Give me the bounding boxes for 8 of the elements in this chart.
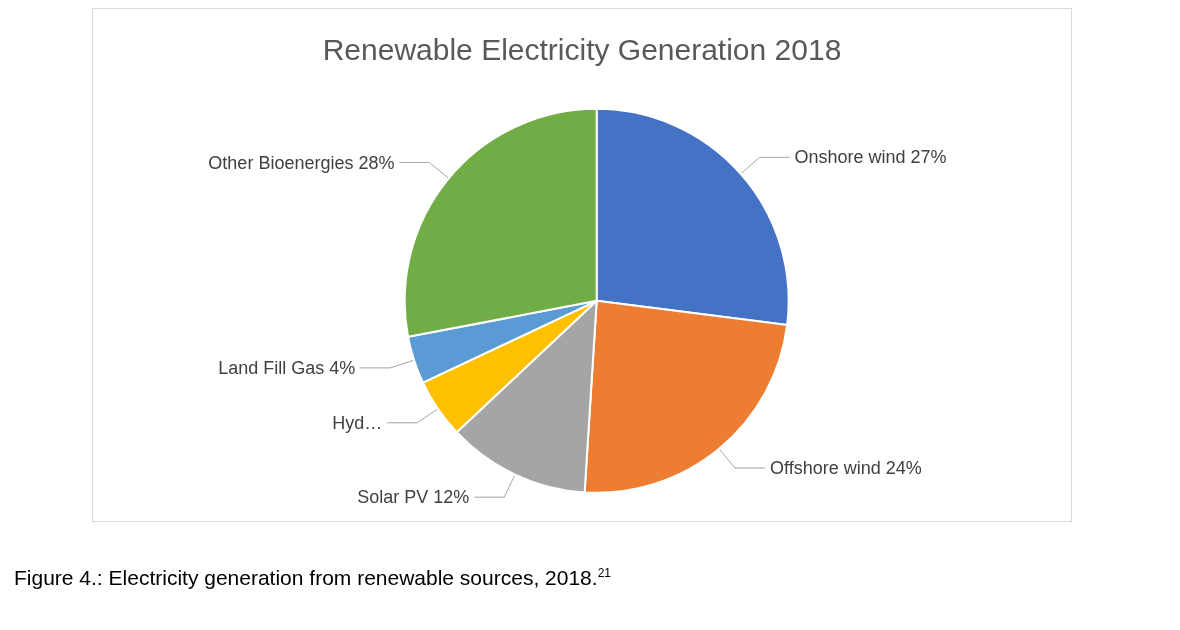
slice-label: Land Fill Gas 4% (218, 357, 356, 378)
slice-label: Offshore wind 24% (769, 458, 922, 479)
slice-label: Solar PV 12% (357, 487, 470, 508)
slice-label: Other Bioenergies 28% (208, 152, 395, 173)
slice-label: Onshore wind 27% (794, 147, 947, 168)
caption: Figure 4.: Electricity generation from renewable sources, 2018.$^{21}$ (14, 566, 611, 590)
chart-title: Renewable Electricity Generation 2018 (322, 32, 842, 66)
slice-label: Hyd… (332, 412, 383, 433)
